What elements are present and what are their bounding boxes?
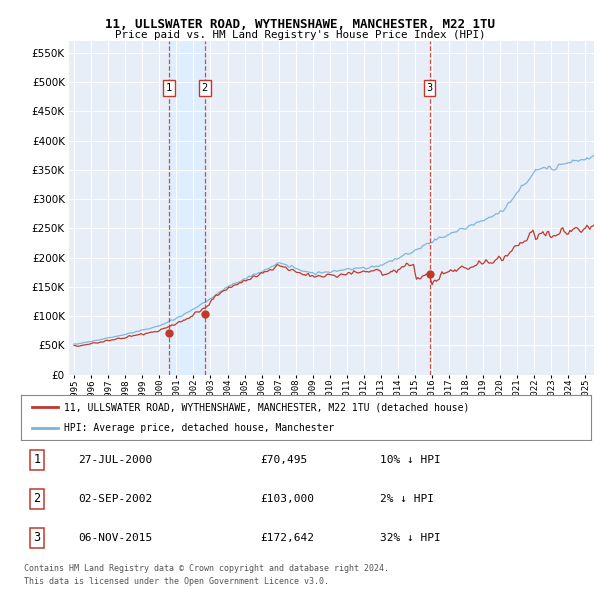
Bar	[169, 41, 205, 375]
Text: Price paid vs. HM Land Registry's House Price Index (HPI): Price paid vs. HM Land Registry's House …	[115, 30, 485, 40]
Text: 1: 1	[166, 83, 172, 93]
Text: 3: 3	[427, 83, 433, 93]
Text: 2: 2	[34, 492, 41, 506]
Text: £103,000: £103,000	[260, 494, 314, 504]
Text: 1: 1	[34, 453, 41, 467]
Text: 11, ULLSWATER ROAD, WYTHENSHAWE, MANCHESTER, M22 1TU: 11, ULLSWATER ROAD, WYTHENSHAWE, MANCHES…	[105, 18, 495, 31]
Text: 2: 2	[202, 83, 208, 93]
Text: 10% ↓ HPI: 10% ↓ HPI	[380, 455, 441, 465]
Text: 02-SEP-2002: 02-SEP-2002	[78, 494, 152, 504]
Text: 2% ↓ HPI: 2% ↓ HPI	[380, 494, 434, 504]
Text: Contains HM Land Registry data © Crown copyright and database right 2024.: Contains HM Land Registry data © Crown c…	[24, 564, 389, 573]
Text: 32% ↓ HPI: 32% ↓ HPI	[380, 533, 441, 543]
Text: 11, ULLSWATER ROAD, WYTHENSHAWE, MANCHESTER, M22 1TU (detached house): 11, ULLSWATER ROAD, WYTHENSHAWE, MANCHES…	[64, 402, 469, 412]
Text: £172,642: £172,642	[260, 533, 314, 543]
Text: 27-JUL-2000: 27-JUL-2000	[78, 455, 152, 465]
Text: 06-NOV-2015: 06-NOV-2015	[78, 533, 152, 543]
Text: This data is licensed under the Open Government Licence v3.0.: This data is licensed under the Open Gov…	[24, 577, 329, 586]
Text: £70,495: £70,495	[260, 455, 308, 465]
Text: 3: 3	[34, 531, 41, 545]
Text: HPI: Average price, detached house, Manchester: HPI: Average price, detached house, Manc…	[64, 422, 334, 432]
